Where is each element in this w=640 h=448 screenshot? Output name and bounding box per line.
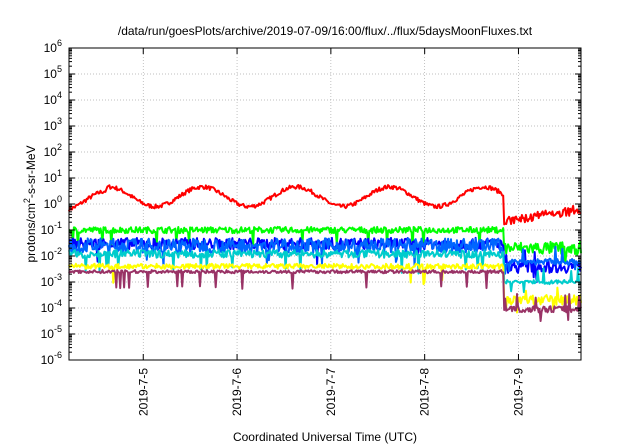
y-tick-mantissa: 10 [41,353,55,367]
y-tick-label: 105 [44,64,62,81]
x-tick-label: 2019-7-7 [324,368,338,416]
x-tick-label: 2019-7-6 [230,368,244,416]
y-tick-mantissa: 10 [44,171,58,185]
x-tick-label: 2019-7-5 [136,368,150,416]
y-tick-mantissa: 10 [41,327,55,341]
flux-series-line [68,269,582,322]
y-tick-mantissa: 10 [41,301,55,315]
y-tick-label: 10-6 [41,350,62,367]
y-tick-label: 10-2 [41,246,62,263]
y-tick-labels: 10-610-510-410-310-210-11001011021031041… [41,38,62,367]
y-tick-mantissa: 10 [41,275,55,289]
y-tick-exponent: -4 [54,298,62,308]
y-tick-mantissa: 10 [44,93,58,107]
y-tick-exponent: 3 [57,116,62,126]
y-tick-exponent: -1 [54,220,62,230]
y-tick-mantissa: 10 [44,41,58,55]
y-tick-exponent: -3 [54,272,62,282]
x-axis-label: Coordinated Universal Time (UTC) [233,430,417,444]
flux-series-line [68,225,582,265]
x-tick-labels: 2019-7-5 2019-7-6 2019-7-7 2019-7-8 2019-7-9 [136,368,525,416]
y-tick-exponent: 6 [57,38,62,48]
y-tick-mantissa: 10 [41,223,55,237]
y-tick-label: 10-3 [41,272,62,289]
y-tick-label: 103 [44,116,62,133]
y-tick-label: 100 [44,194,62,211]
y-tick-label: 104 [44,90,62,107]
y-axis-label-prefix: protons/cm [24,203,38,262]
y-tick-exponent: 2 [57,142,62,152]
y-tick-label: 106 [44,38,62,55]
y-tick-exponent: -5 [54,324,62,334]
chart-title: /data/run/goesPlots/archive/2019-07-09/1… [118,24,533,38]
y-axis-label-suffix: -s-sr-MeV [24,145,38,198]
y-tick-label: 101 [44,168,62,185]
y-axis-label: protons/cm2-s-sr-MeV [22,145,38,262]
y-axis-label-superscript: 2 [22,198,32,203]
y-tick-label: 10-4 [41,298,62,315]
x-tick-label: 2019-7-8 [418,368,432,416]
y-tick-mantissa: 10 [41,249,55,263]
y-tick-label: 10-5 [41,324,62,341]
y-tick-label: 10-1 [41,220,62,237]
y-tick-label: 102 [44,142,62,159]
y-tick-exponent: -2 [54,246,62,256]
y-tick-exponent: 0 [57,194,62,204]
axis-ticks [69,47,581,361]
y-tick-exponent: 4 [57,90,62,100]
y-tick-mantissa: 10 [44,145,58,159]
y-tick-exponent: 5 [57,64,62,74]
flux-series-line [68,184,582,226]
x-tick-label: 2019-7-9 [511,368,525,416]
y-tick-mantissa: 10 [44,67,58,81]
y-tick-mantissa: 10 [44,119,58,133]
y-tick-exponent: -6 [54,350,62,360]
flux-series-line [68,262,582,314]
flux-series-line [68,249,582,294]
y-tick-exponent: 1 [57,168,62,178]
y-tick-mantissa: 10 [44,197,58,211]
data-series [68,184,582,322]
